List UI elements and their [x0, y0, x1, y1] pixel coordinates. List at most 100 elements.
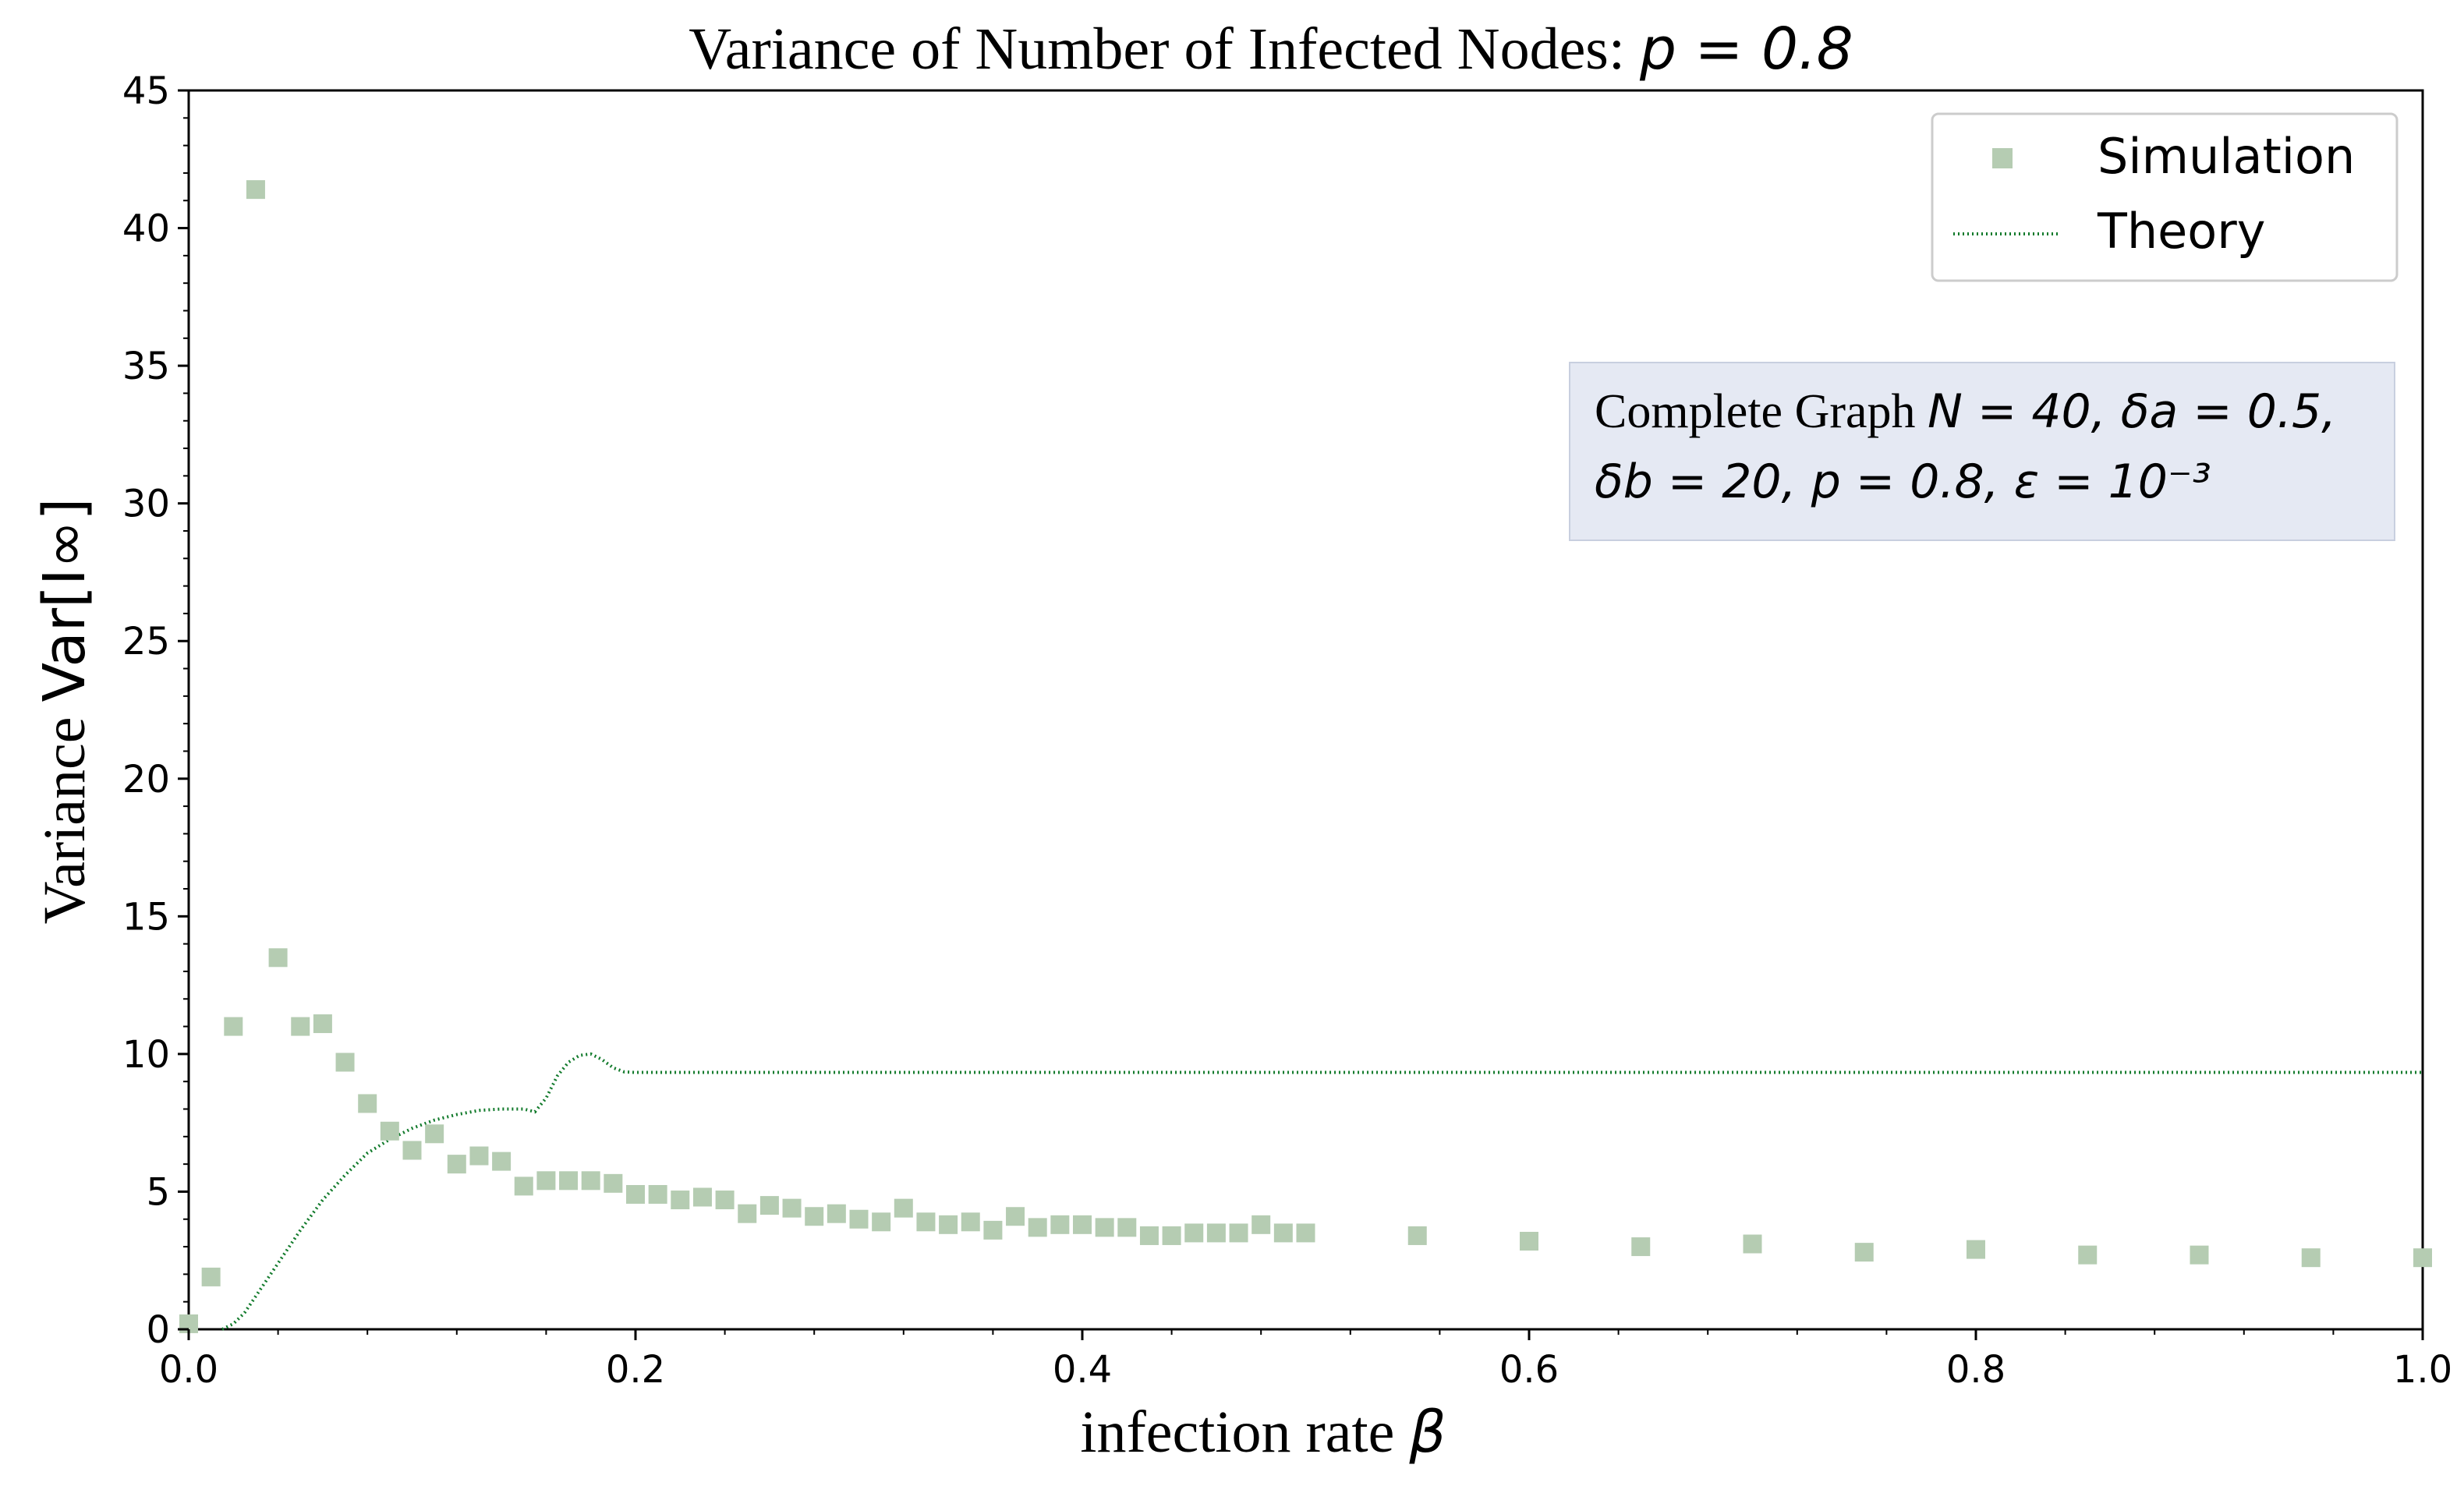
x-tick-label: 1.0	[2393, 1348, 2452, 1392]
annotation-background	[1569, 362, 2395, 541]
chart-title-math: p = 0.8	[1639, 16, 1853, 83]
simulation-point	[916, 1212, 936, 1232]
simulation-point	[1854, 1243, 1874, 1262]
simulation-point	[291, 1017, 310, 1036]
simulation-point	[1631, 1237, 1651, 1257]
simulation-point	[1139, 1226, 1159, 1245]
simulation-point	[581, 1171, 600, 1191]
theory-series	[221, 1052, 2423, 1331]
simulation-series	[179, 180, 2432, 1333]
plot-frame	[187, 89, 2424, 1331]
simulation-point	[1095, 1218, 1114, 1237]
x-tick-label: 0.6	[1499, 1348, 1559, 1392]
y-tick-label: 0	[146, 1308, 170, 1352]
simulation-point	[1296, 1223, 1315, 1243]
legend-box	[1931, 112, 2399, 282]
simulation-point	[1073, 1215, 1092, 1234]
simulation-point	[425, 1124, 444, 1144]
simulation-point	[1520, 1232, 1538, 1251]
simulation-point	[1743, 1234, 1762, 1254]
x-axis-label-text: infection rate	[1080, 1399, 1409, 1465]
simulation-point	[1006, 1207, 1025, 1226]
simulation-point	[492, 1152, 512, 1171]
simulation-point	[827, 1204, 846, 1223]
simulation-point	[715, 1191, 735, 1210]
simulation-point	[2301, 1248, 2321, 1268]
simulation-point	[805, 1207, 824, 1226]
simulation-point	[648, 1184, 667, 1204]
simulation-point	[335, 1053, 355, 1072]
simulation-point	[1162, 1226, 1181, 1245]
simulation-point	[1028, 1218, 1047, 1237]
simulation-point	[692, 1187, 712, 1207]
simulation-point	[626, 1184, 645, 1204]
y-tick-label: 5	[146, 1170, 170, 1214]
x-axis-label-math: β	[1408, 1399, 1446, 1466]
simulation-point	[268, 948, 288, 968]
theory-line	[221, 1052, 2423, 1331]
simulation-point	[1407, 1226, 1427, 1245]
y-tick-label: 45	[122, 69, 170, 113]
simulation-point	[1184, 1223, 1204, 1243]
simulation-point	[872, 1212, 891, 1232]
simulation-point	[849, 1209, 869, 1229]
annotation-line-2: δb = 20, p = 0.8, ε = 10⁻³	[1595, 455, 2211, 509]
legend-simulation-label: Simulation	[2098, 128, 2355, 185]
simulation-point	[246, 180, 265, 200]
annotation-line-1-text: Complete Graph	[1595, 385, 1928, 438]
simulation-point	[2078, 1245, 2098, 1265]
simulation-point	[939, 1215, 958, 1234]
simulation-point	[447, 1155, 466, 1174]
simulation-point	[738, 1204, 757, 1223]
simulation-point	[759, 1196, 779, 1215]
plot-area: 0.0 0.2 0.4 0.6 0.8 1.0 0 5 10 15 20 25 30 35 40 45	[122, 69, 2452, 1392]
y-axis-label: Variance Var[I∞]	[31, 498, 98, 925]
x-tick-label: 0.4	[1053, 1348, 1112, 1392]
simulation-point	[1117, 1218, 1137, 1237]
y-axis-label-text: Variance	[32, 702, 97, 925]
simulation-point	[782, 1198, 802, 1218]
simulation-point	[961, 1212, 980, 1232]
annotation-box: Complete Graph N = 40, δa = 0.5, δb = 20…	[1569, 362, 2395, 541]
legend-theory-label: Theory	[2097, 203, 2265, 260]
x-axis-label: infection rate β	[1080, 1399, 1446, 1466]
y-tick-label: 15	[122, 895, 170, 939]
simulation-point	[402, 1141, 422, 1160]
simulation-point	[671, 1191, 690, 1210]
simulation-point	[514, 1176, 533, 1196]
simulation-point	[313, 1014, 332, 1034]
simulation-point	[536, 1171, 556, 1191]
simulation-point	[1229, 1223, 1248, 1243]
legend: Simulation Theory	[1931, 112, 2399, 282]
x-tick-label: 0.8	[1946, 1348, 2006, 1392]
simulation-point	[983, 1220, 1003, 1240]
annotation-line-1-math: N = 40, δa = 0.5,	[1928, 384, 2336, 439]
annotation-line-1: Complete Graph N = 40, δa = 0.5,	[1595, 384, 2336, 439]
x-tick-label: 0.2	[606, 1348, 665, 1392]
y-tick-label: 35	[122, 345, 170, 388]
simulation-point	[604, 1173, 623, 1193]
y-axis-label-math: Var[I∞]	[31, 498, 98, 702]
simulation-point	[358, 1094, 377, 1113]
simulation-point	[380, 1121, 399, 1141]
y-tick-label: 40	[122, 207, 170, 251]
simulation-point	[1251, 1215, 1271, 1234]
y-tick-label: 25	[122, 620, 170, 663]
y-axis-ticks: 0 5 10 15 20 25 30 35 40 45	[122, 69, 189, 1352]
simulation-point	[559, 1171, 579, 1191]
simulation-point	[469, 1146, 489, 1166]
simulation-point	[1206, 1223, 1226, 1243]
simulation-point	[201, 1267, 221, 1286]
simulation-point	[1273, 1223, 1293, 1243]
simulation-point	[1967, 1240, 1985, 1259]
simulation-point	[224, 1017, 243, 1036]
x-axis-ticks: 0.0 0.2 0.4 0.6 0.8 1.0	[159, 1329, 2452, 1392]
y-tick-label: 30	[122, 483, 170, 526]
simulation-point	[2190, 1245, 2209, 1265]
x-tick-label: 0.0	[159, 1348, 218, 1392]
chart-title-text: Variance of Number of Infected Nodes:	[689, 16, 1640, 82]
chart-title: Variance of Number of Infected Nodes: p …	[689, 16, 1853, 83]
simulation-point	[894, 1198, 913, 1218]
y-tick-label: 10	[122, 1033, 170, 1077]
